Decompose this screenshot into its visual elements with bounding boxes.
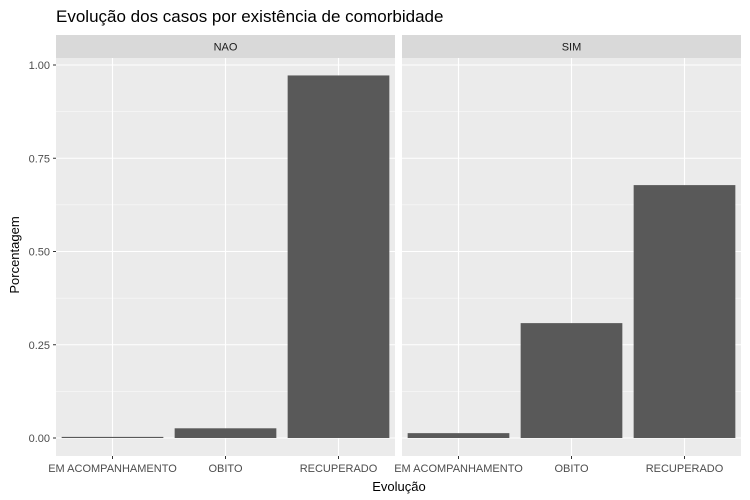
facet-panel-sim: SIM <box>402 35 741 456</box>
x-tick-label: OBITO <box>208 463 242 475</box>
x-tick-label: RECUPERADO <box>300 463 378 475</box>
x-tick-label: RECUPERADO <box>646 463 724 475</box>
y-tick-label: 0.75 <box>29 153 50 165</box>
y-axis-title: Porcentagem <box>7 216 22 293</box>
chart-title: Evolução dos casos por existência de com… <box>56 7 443 26</box>
facet-panels: NAO SIM <box>56 35 741 456</box>
x-tick-label: OBITO <box>554 463 588 475</box>
bar-nao-recuperado <box>287 75 390 438</box>
x-tick-label: EM ACOMPANHAMENTO <box>394 463 523 475</box>
bar-nao-em-acompanhamento <box>61 436 164 438</box>
y-tick-label: 0.00 <box>29 433 50 445</box>
facet-strip-label: NAO <box>214 42 238 54</box>
facet-panel-nao: NAO <box>56 35 395 456</box>
y-axis: 0.00 0.25 0.50 0.75 1.00 <box>29 60 56 445</box>
x-axis: EM ACOMPANHAMENTO OBITO RECUPERADO EM ACOMP… <box>48 456 724 475</box>
bar-sim-em-acompanhamento <box>407 433 510 438</box>
facet-strip <box>56 35 395 58</box>
y-tick-label: 0.50 <box>29 247 50 259</box>
bar-sim-obito <box>520 323 623 438</box>
y-tick-label: 0.25 <box>29 340 50 352</box>
x-tick-label: EM ACOMPANHAMENTO <box>48 463 177 475</box>
x-axis-title: Evolução <box>372 479 425 494</box>
facet-strip-label: SIM <box>562 42 582 54</box>
bar-nao-obito <box>174 428 277 438</box>
bar-sim-recuperado <box>633 185 736 438</box>
y-tick-label: 1.00 <box>29 60 50 72</box>
facet-strip <box>402 35 741 58</box>
